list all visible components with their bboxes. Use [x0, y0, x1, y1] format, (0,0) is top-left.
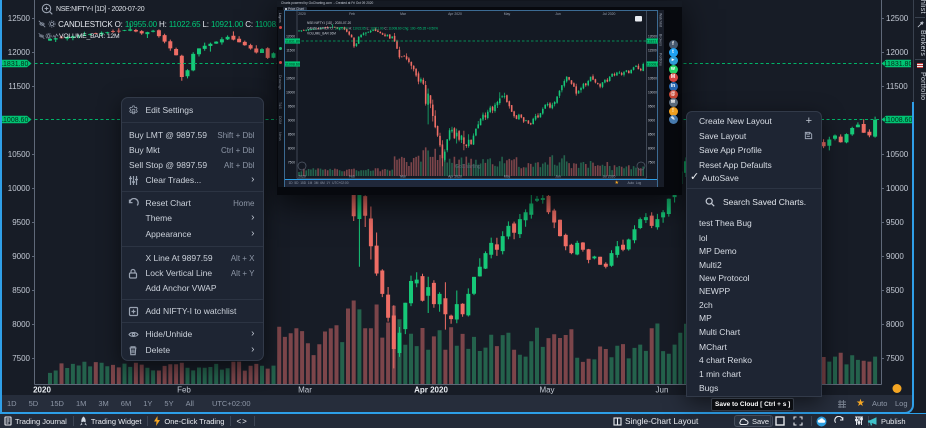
svg-text:9500: 9500: [12, 218, 30, 227]
svg-text:11008.60: 11008.60: [0, 117, 28, 124]
svg-text:11831.80: 11831.80: [884, 61, 913, 68]
svg-text:10500: 10500: [8, 150, 31, 159]
svg-text:9500: 9500: [886, 218, 904, 227]
svg-text:8000: 8000: [886, 320, 904, 329]
svg-text:10500: 10500: [886, 150, 909, 159]
svg-text:10000: 10000: [8, 184, 31, 193]
svg-text:8500: 8500: [12, 286, 30, 295]
svg-text:Apr 2020: Apr 2020: [414, 386, 448, 395]
svg-text:11831.80: 11831.80: [0, 61, 28, 68]
svg-text:8000: 8000: [12, 320, 30, 329]
svg-text:Feb: Feb: [177, 386, 191, 395]
svg-text:11008.60: 11008.60: [884, 117, 913, 124]
svg-text:2020: 2020: [33, 386, 51, 395]
svg-text:9000: 9000: [886, 252, 904, 261]
svg-text:12000: 12000: [8, 48, 31, 57]
svg-text:11500: 11500: [8, 82, 30, 91]
svg-text:7500: 7500: [12, 354, 30, 363]
svg-text:12000: 12000: [886, 48, 909, 57]
svg-text:May: May: [539, 386, 554, 395]
svg-text:10000: 10000: [886, 184, 909, 193]
svg-text:Jun: Jun: [656, 386, 669, 395]
svg-text:12500: 12500: [8, 14, 31, 23]
svg-text:12500: 12500: [886, 14, 909, 23]
svg-text:7500: 7500: [886, 354, 904, 363]
svg-text:8500: 8500: [886, 286, 904, 295]
svg-text:Mar: Mar: [298, 386, 312, 395]
svg-text:9000: 9000: [12, 252, 30, 261]
svg-text:11500: 11500: [886, 82, 908, 91]
